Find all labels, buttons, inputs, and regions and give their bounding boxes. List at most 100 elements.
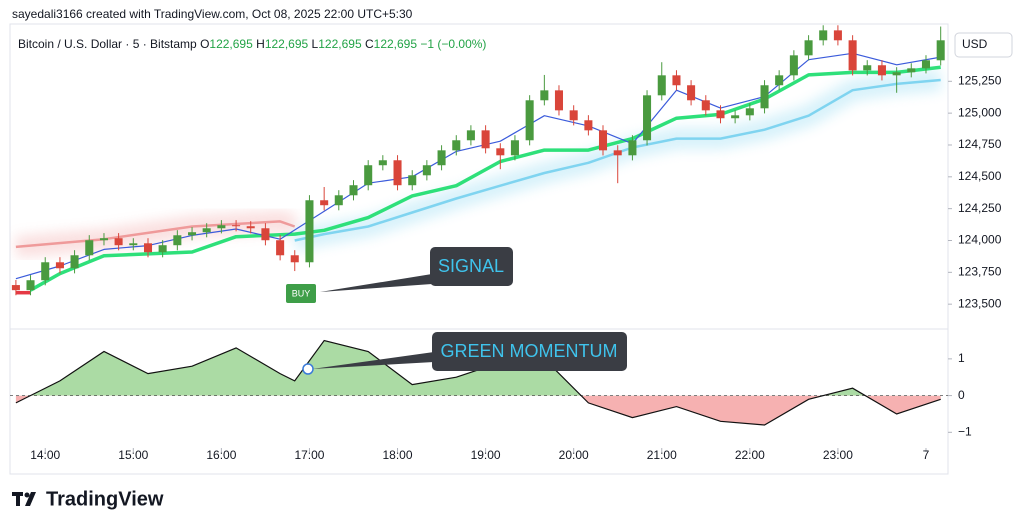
quotes: O122,695 H122,695 L122,695 C122,695 [200, 37, 420, 51]
candle-body [129, 243, 138, 246]
candle-body [657, 75, 666, 96]
candle-body [378, 160, 387, 166]
indicator-line [294, 78, 941, 242]
y-tick-label: 1 [958, 351, 965, 365]
candle-body [510, 140, 519, 156]
candle-body [246, 226, 255, 229]
candle-body [70, 255, 79, 269]
candle-body [364, 165, 373, 186]
brand-logo [12, 492, 36, 506]
candle-body [158, 245, 167, 253]
signal-pointer [320, 274, 432, 292]
candle-body [305, 200, 314, 263]
candle-body [643, 95, 652, 141]
x-tick-label: 20:00 [559, 448, 589, 462]
candle-body [540, 90, 549, 101]
candle-body [11, 285, 20, 291]
x-tick-label: 21:00 [647, 448, 677, 462]
candle-body [261, 228, 270, 241]
candle-body [687, 85, 696, 101]
currency-box[interactable] [954, 32, 1013, 58]
buy-label: BUY [292, 288, 311, 298]
y-tick-label: 124,000 [958, 233, 1002, 247]
axes: 125,250 125,000 124,750 124,500 124,250 124,0… [30, 73, 1001, 462]
candle-body [804, 40, 813, 56]
candle-body [99, 238, 108, 241]
candle-body [26, 280, 35, 291]
candle-body [672, 75, 681, 86]
quote-value: 122,695 [209, 37, 253, 51]
indicator-line [15, 52, 941, 280]
candle-body [85, 240, 94, 256]
symbol-line: Bitcoin / U.S. Dollar · 5 · Bitstamp O12… [18, 37, 486, 51]
candle-body [877, 65, 886, 76]
y-tick-label: 125,000 [958, 105, 1002, 119]
quote-key: L [311, 37, 319, 51]
quote-key: O [200, 37, 210, 51]
momentum-pointer [312, 352, 434, 369]
candle-body [55, 262, 64, 269]
candle-body [892, 72, 901, 76]
candle-body [863, 65, 872, 71]
momentum-marker [302, 363, 314, 375]
byline: sayedali3166 created with TradingView.co… [12, 7, 413, 21]
symbol: Bitcoin / U.S. Dollar · 5 · Bitstamp [18, 37, 197, 51]
change: −1 (−0.00%) [420, 37, 487, 51]
candle-body [760, 85, 769, 109]
candle-body [408, 175, 417, 186]
y-tick-label: 124,250 [958, 201, 1002, 215]
quote-value: 122,695 [373, 37, 418, 51]
x-tick-label: 18:00 [383, 448, 413, 462]
quote-key: C [364, 37, 374, 51]
momentum-area-positive [15, 340, 941, 396]
candle-body [466, 130, 475, 141]
candle-body [569, 110, 578, 121]
candle-body [202, 228, 211, 233]
buy-box [286, 284, 316, 303]
candle-body [936, 40, 945, 61]
candle-body [232, 225, 241, 227]
candle-body [745, 108, 754, 116]
candle-body [452, 140, 461, 151]
x-tick-label: 16:00 [206, 448, 236, 462]
candle-body [114, 238, 123, 246]
momentum-line [15, 339, 941, 426]
momentum-label: GREEN MOMENTUM [441, 341, 618, 361]
candle-body [143, 243, 153, 253]
x-tick-label: 14:00 [30, 448, 60, 462]
candle-body [613, 150, 622, 156]
candle-body [290, 255, 299, 263]
indicator-line [15, 220, 296, 249]
x-tick-label: 7 [923, 448, 930, 462]
y-tick-label: −1 [958, 424, 972, 438]
oscillator-panel [10, 339, 948, 426]
candle-body [334, 195, 343, 206]
candle-body [701, 100, 710, 111]
candle-body [217, 225, 226, 229]
momentum-box [432, 332, 627, 371]
price-panel [11, 25, 945, 296]
y-tick-label: 124,750 [958, 137, 1002, 151]
candle-body [554, 90, 563, 111]
candle-body [628, 140, 637, 156]
quote-value: 122,695 [264, 37, 309, 51]
y-tick-label: 125,250 [958, 73, 1002, 87]
momentum-area-negative [15, 395, 941, 425]
plot-frame [9, 23, 949, 475]
candle-body [188, 232, 197, 236]
candle-body [496, 148, 505, 156]
y-tick-label: 123,500 [958, 296, 1002, 310]
quote-key: H [256, 37, 265, 51]
candle-body [598, 130, 608, 151]
signal-label: SIGNAL [438, 256, 504, 276]
quote-value: 122,695 [318, 37, 362, 51]
candle-body [437, 150, 446, 166]
candle-body [41, 262, 50, 281]
candle-body [349, 185, 358, 196]
candle-body [819, 30, 828, 41]
brand-name: TradingView [46, 488, 164, 510]
candle-body [848, 40, 857, 71]
candle-body [789, 55, 798, 76]
y-tick-label: 123,750 [958, 265, 1002, 279]
